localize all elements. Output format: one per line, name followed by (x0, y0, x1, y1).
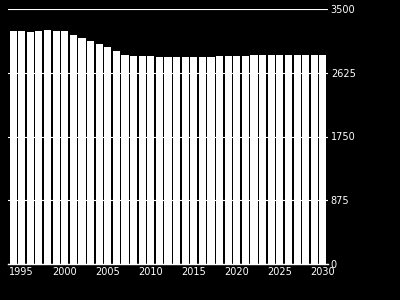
Bar (259, 55, 266, 264)
Bar (319, 55, 326, 264)
Bar (53, 31, 60, 264)
Bar (44, 30, 51, 264)
Bar (122, 55, 128, 264)
Bar (285, 55, 292, 264)
Bar (164, 57, 172, 264)
Bar (302, 55, 309, 264)
Bar (294, 55, 300, 264)
Bar (139, 56, 146, 264)
Bar (311, 55, 318, 264)
Bar (61, 31, 68, 264)
Bar (130, 56, 137, 264)
Bar (268, 55, 275, 264)
Bar (27, 32, 34, 264)
Bar (216, 56, 223, 264)
Bar (173, 57, 180, 264)
Bar (190, 57, 197, 264)
Bar (233, 56, 240, 264)
Bar (36, 31, 42, 264)
Bar (225, 56, 232, 264)
Bar (199, 57, 206, 264)
Bar (70, 34, 77, 264)
Bar (250, 56, 258, 264)
Bar (208, 56, 214, 264)
Bar (87, 41, 94, 264)
Bar (242, 56, 249, 264)
Bar (104, 47, 111, 264)
Bar (96, 44, 103, 264)
Bar (18, 31, 25, 264)
Bar (182, 57, 189, 264)
Bar (10, 31, 17, 264)
Bar (78, 38, 86, 264)
Bar (113, 51, 120, 264)
Bar (156, 56, 163, 264)
Bar (147, 56, 154, 264)
Bar (276, 55, 283, 264)
